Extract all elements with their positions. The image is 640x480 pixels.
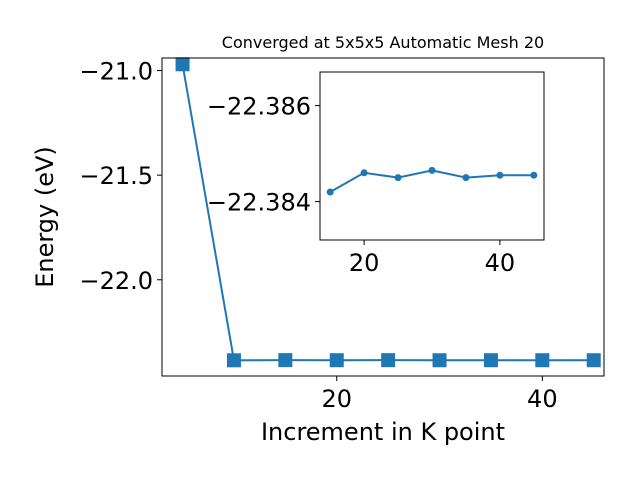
chart-title: Converged at 5x5x5 Automatic Mesh 20 bbox=[222, 33, 544, 52]
inset-chart: 20 40 −22.386 −22.384 bbox=[207, 71, 545, 277]
inset-data-point bbox=[496, 171, 504, 179]
inset-data-point bbox=[428, 166, 436, 174]
main-data-point bbox=[329, 353, 344, 368]
inset-y-tick-label: −22.386 bbox=[207, 93, 311, 121]
main-data-point bbox=[432, 353, 447, 368]
main-data-point bbox=[175, 57, 190, 72]
main-x-tick-label: 40 bbox=[527, 385, 558, 413]
main-data-point bbox=[381, 353, 396, 368]
main-plot-frame bbox=[161, 57, 605, 377]
y-axis-label: Energy (eV) bbox=[31, 146, 59, 288]
inset-x-tick-label: 40 bbox=[485, 249, 516, 277]
inset-plot-frame bbox=[319, 71, 545, 241]
inset-data-point bbox=[462, 174, 470, 182]
inset-x-tick-label: 20 bbox=[349, 249, 380, 277]
main-y-tick-label: −21.0 bbox=[79, 58, 153, 86]
inset-data-point bbox=[530, 171, 538, 179]
inset-y-tick-label: −22.384 bbox=[207, 189, 311, 217]
main-data-point bbox=[278, 353, 293, 368]
x-axis-label: Increment in K point bbox=[261, 418, 505, 446]
main-y-tick-label: −22.0 bbox=[79, 267, 153, 295]
inset-data-point bbox=[394, 174, 402, 182]
inset-data-point bbox=[360, 169, 368, 177]
main-x-tick-label: 20 bbox=[321, 385, 352, 413]
main-data-point bbox=[226, 353, 241, 368]
main-data-point bbox=[483, 353, 498, 368]
inset-plot-area bbox=[320, 72, 544, 240]
main-data-point bbox=[586, 353, 601, 368]
main-y-tick-label: −21.5 bbox=[79, 162, 153, 190]
inset-data-point bbox=[326, 188, 334, 196]
main-data-point bbox=[535, 353, 550, 368]
